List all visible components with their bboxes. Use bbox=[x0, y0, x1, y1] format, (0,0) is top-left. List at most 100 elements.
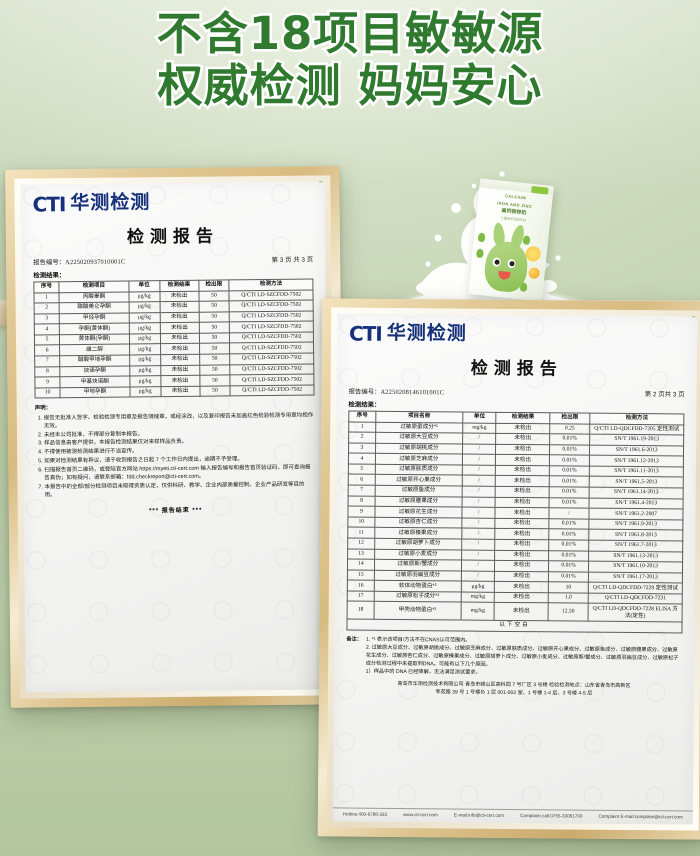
cti-mark-text: CTI bbox=[32, 192, 66, 217]
cell-检测方法: SN/T 1961.4-2013 bbox=[589, 497, 684, 510]
cell-序号: 12 bbox=[347, 537, 375, 549]
cell-检测结果: 未检出 bbox=[495, 528, 549, 540]
cell-检测结果: 未检出 bbox=[494, 549, 549, 561]
carton-badge bbox=[531, 185, 549, 195]
cell-检出限: 12.50 bbox=[548, 603, 589, 622]
cell-检出限: 0.01% bbox=[549, 444, 590, 456]
column-header-2: 单位 bbox=[128, 280, 160, 292]
results-label: 检测结果： bbox=[33, 272, 66, 280]
declaration-list: 报告无批准人签字、检验检测专用章及报告骑缝章，或经涂改，以及复印报告未加盖红色检… bbox=[35, 411, 316, 499]
cell-项目名称: 过敏原小麦成分 bbox=[374, 548, 462, 561]
certificate-right[interactable]: CTI 华测检测 检测报告 报告编号：A2250208146101001C 第 … bbox=[317, 298, 700, 840]
cell-检测结果: 未检出 bbox=[495, 507, 550, 519]
cell-检出限: 0.01% bbox=[548, 571, 589, 583]
cell-检出限: 50 bbox=[198, 290, 230, 302]
page-indicator: 第 2 页共 3 页 bbox=[644, 391, 685, 399]
note-item: 2. 过敏原大豆成分、过敏原胡桃成分、过敏原芝麻成分、过敏原肤质成分、过敏原开心… bbox=[365, 644, 679, 668]
report-number-label: 报告编号： bbox=[348, 388, 381, 396]
cell-序号: 16 bbox=[347, 580, 375, 592]
blank-row-label: 以下空白 bbox=[346, 619, 683, 633]
cell-单位: μg/kg bbox=[129, 365, 161, 377]
cell-检出限: / bbox=[548, 507, 590, 519]
cell-序号: 5 bbox=[348, 463, 376, 475]
report-paper: CTI 华测检测 检测报告 报告编号：A2250208146101001C 第 … bbox=[332, 313, 698, 825]
column-header-4: 检出限 bbox=[549, 412, 591, 424]
cell-项目名称: 过敏原斯/蟹成分 bbox=[374, 559, 462, 571]
cell-检测方法: Q/CTI LD-SZCFDD-7502 bbox=[230, 384, 315, 397]
cell-项目名称: 过敏原大豆成分 bbox=[375, 432, 463, 444]
column-header-5: 检测方法 bbox=[589, 413, 684, 425]
cell-检出限: 0.01% bbox=[549, 455, 590, 467]
cell-检测结果: 未检出 bbox=[495, 539, 549, 551]
cell-检测结果: 未检出 bbox=[494, 581, 549, 593]
report-title: 检测报告 bbox=[470, 358, 563, 380]
cell-检测项目: 雌二醇 bbox=[59, 344, 130, 356]
cell-检测结果: 未检出 bbox=[494, 602, 549, 621]
tree-icon bbox=[477, 232, 486, 243]
frame-bevel: CTI 华测检测 检测报告 报告编号：A2250208146101001C 第 … bbox=[326, 307, 700, 831]
cell-检出限: 50 bbox=[199, 343, 230, 355]
table-row: 10 甲地孕酮 μg/kg 未检出 50 Q/CTI LD-SZCFDD-7502 bbox=[34, 384, 315, 399]
cell-检测方法: SN/T 1961.19-2013 bbox=[589, 434, 684, 446]
cell-单位: μg/kg bbox=[129, 322, 160, 334]
cell-单位: / bbox=[461, 538, 496, 550]
report-number-label: 报告编号： bbox=[33, 259, 66, 267]
cti-mark-text: CTI bbox=[348, 321, 382, 346]
cell-检出限: 50 bbox=[198, 322, 230, 334]
notes-list: 1. *¹ 表示该项目/方法不在CNAS认可范围内。 2. 过敏原大豆成分、过敏原… bbox=[366, 635, 683, 678]
cell-序号: 2 bbox=[34, 302, 60, 314]
cell-检出限: 0.01% bbox=[549, 497, 590, 509]
cell-检测方法: SN/T 1961.8-2013 bbox=[588, 529, 683, 541]
rabbit-ear-left bbox=[492, 222, 506, 248]
cell-项目名称: 过敏原开心果成分 bbox=[375, 474, 463, 487]
cell-序号: 18 bbox=[347, 601, 375, 620]
tree-icon bbox=[522, 235, 531, 245]
cti-logo: CTI 华测检测 bbox=[348, 313, 697, 346]
report-number-block: 报告编号：A225020937010001C bbox=[33, 257, 125, 267]
cell-检测结果: 未检出 bbox=[495, 433, 550, 445]
cell-单位: / bbox=[462, 464, 496, 476]
cell-序号: 6 bbox=[34, 345, 60, 357]
declaration-section: 声明： 报告无批准人签字、检验检测专用章及报告骑缝章，或经涂改，以及复印报告未加… bbox=[35, 402, 316, 500]
cell-单位: / bbox=[461, 570, 495, 582]
cell-检测方法: SN/T 1961.10-2013 bbox=[588, 561, 683, 573]
cell-项目名称: 过敏原蛋成分*¹ bbox=[375, 421, 463, 434]
cell-检测结果: 未检出 bbox=[496, 422, 550, 434]
cti-green-dot-icon bbox=[318, 181, 324, 183]
cell-检测方法: SN/T 1961.14-2013 bbox=[589, 487, 684, 499]
cell-检测结果: 未检出 bbox=[160, 343, 200, 355]
cell-单位: / bbox=[461, 528, 496, 540]
report-number-value: A225020937010001C bbox=[65, 258, 126, 267]
cell-序号: 13 bbox=[347, 548, 375, 560]
cell-单位: / bbox=[461, 549, 496, 561]
cell-检出限: 50 bbox=[199, 385, 231, 397]
cell-检测结果: 未检出 bbox=[495, 465, 550, 477]
cell-单位: μg/kg bbox=[129, 312, 160, 324]
cell-检测方法: SN/T 1961.7-2013 bbox=[588, 540, 683, 552]
cell-序号: 7 bbox=[34, 355, 60, 367]
cell-检出限: 0.01% bbox=[548, 518, 590, 530]
cti-logo: CTI 华测检测 bbox=[32, 181, 324, 217]
report-meta: 报告编号：A2250208146101001C 第 2 页共 3 页 bbox=[349, 387, 685, 399]
cell-检测方法: SN/T 1961.9-2013 bbox=[589, 518, 683, 531]
cell-检测结果: 未检出 bbox=[495, 486, 550, 498]
cell-序号: 11 bbox=[347, 527, 375, 539]
cell-单位: / bbox=[461, 517, 496, 529]
cell-检测方法: SN/T 1961.12-2013 bbox=[589, 455, 684, 467]
address-line: 孝苑路 39 号 1 号楼负 1 层 001-002 室、1 号楼 1-4 层、… bbox=[435, 688, 593, 697]
cell-单位: μg/kg bbox=[128, 301, 160, 313]
headline-line-2: 权威检测 妈妈安心 bbox=[155, 57, 544, 114]
report-document: CTI 华测检测 检测报告 报告编号：A225020937010001C 第 3… bbox=[20, 181, 329, 692]
column-header-1: 项目名称 bbox=[375, 411, 463, 423]
cell-单位: μg/kg bbox=[461, 581, 495, 593]
company-address: 青岛市华测检测技术有限公司 青岛市崂山区高科园 7 号厂区 3 号楼 检验检测地… bbox=[346, 680, 682, 698]
certificate-left[interactable]: CTI 华测检测 检测报告 报告编号：A225020937010001C 第 3… bbox=[5, 166, 345, 708]
cell-检出限: 10 bbox=[548, 582, 589, 593]
cell-检测项目: 甲烃孕酮 bbox=[59, 312, 130, 325]
report-number-block: 报告编号：A2250208146101001C bbox=[349, 387, 445, 397]
cell-检测项目: 甲地孕酮 bbox=[60, 386, 130, 399]
cell-检测结果: 未检出 bbox=[159, 311, 199, 323]
cell-检出限: 0.01% bbox=[548, 529, 590, 541]
cell-项目名称: 过敏原羽扁豆成分 bbox=[374, 569, 462, 582]
cell-检测方法: SN/T 1961.2-2007 bbox=[589, 508, 684, 520]
